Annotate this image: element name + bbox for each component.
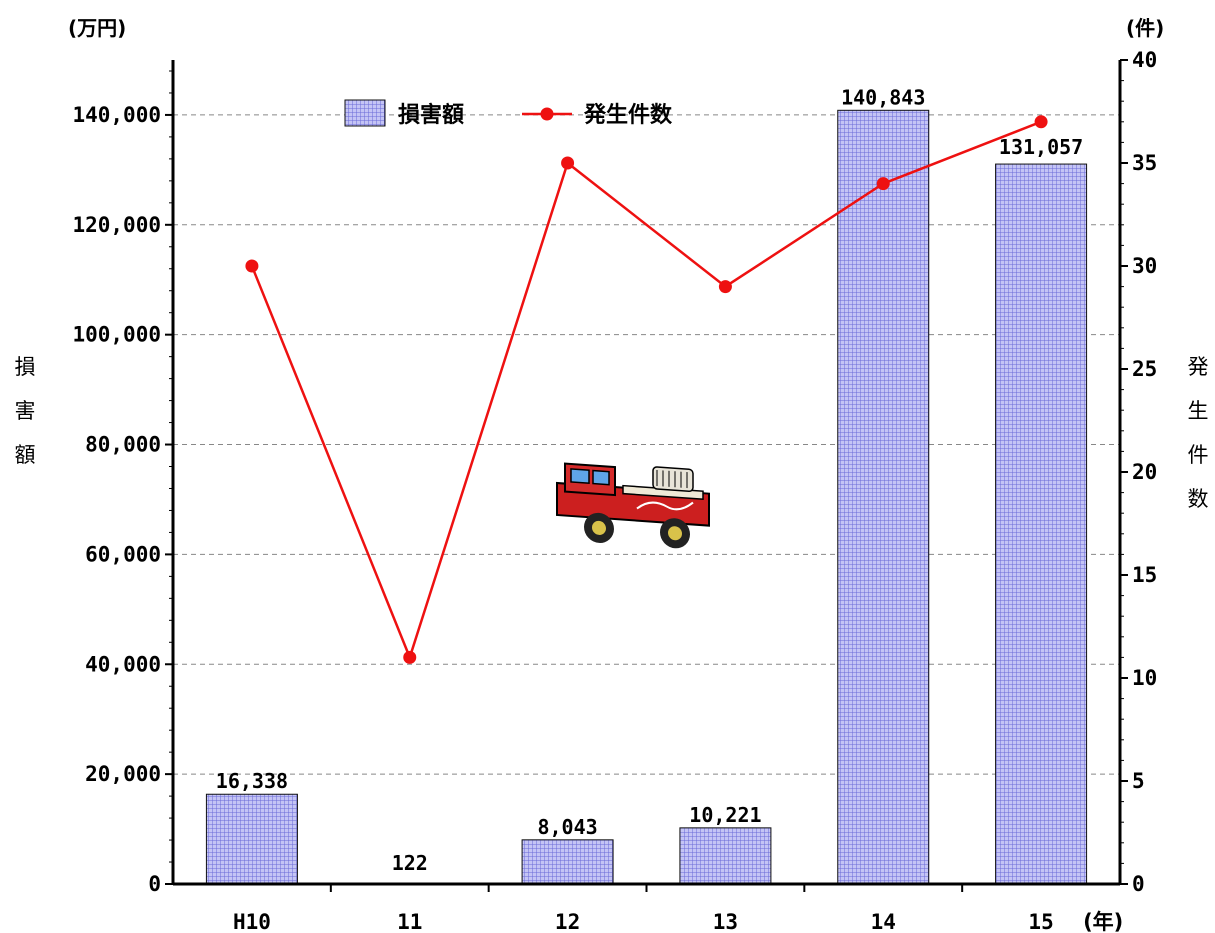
- labels: 0 20,000 40,000 60,000 80,000 100,000 120,000 1…: [72, 48, 1157, 933]
- left-axis-label: 損害額: [14, 355, 36, 467]
- x-axis-unit: (年): [1083, 910, 1123, 933]
- right-tick-label: 25: [1132, 357, 1157, 381]
- legend-bar-label: 損害額: [398, 102, 464, 128]
- legend-bar-swatch: [344, 99, 386, 127]
- x-tick-label: 14: [871, 910, 896, 933]
- left-tick-label: 20,000: [85, 762, 161, 786]
- fire-truck-icon: [556, 462, 710, 549]
- right-tick-label: 35: [1132, 151, 1157, 175]
- bar-value-label: 131,057: [999, 135, 1083, 159]
- line-series: [245, 115, 1048, 664]
- right-axis-label: 発生件数: [1187, 355, 1209, 511]
- bar: [521, 839, 614, 885]
- right-tick-label: 40: [1132, 48, 1157, 72]
- count-point: [403, 650, 417, 664]
- legend: 損害額 発生件数: [344, 99, 673, 128]
- legend-line-marker: [540, 107, 554, 121]
- legend-line-label: 発生件数: [583, 102, 673, 128]
- right-tick-label: 5: [1132, 769, 1145, 793]
- left-tick-label: 0: [148, 872, 161, 896]
- bar: [205, 793, 298, 885]
- right-tick-label: 15: [1132, 563, 1157, 587]
- left-tick-label: 100,000: [72, 323, 161, 347]
- count-point: [718, 280, 732, 294]
- left-tick-label: 60,000: [85, 542, 161, 566]
- bar-value-label: 8,043: [537, 815, 597, 839]
- count-point: [876, 177, 890, 191]
- bar-value-label: 10,221: [689, 803, 761, 827]
- count-point: [561, 156, 575, 170]
- right-tick-label: 10: [1132, 666, 1157, 690]
- axes: [165, 59, 1128, 892]
- left-tick-label: 40,000: [85, 652, 161, 676]
- count-point: [245, 259, 259, 273]
- bar: [837, 109, 930, 885]
- gridlines: [173, 114, 1120, 775]
- count-point: [1034, 115, 1048, 129]
- bar: [995, 163, 1088, 885]
- right-axis-unit: (件): [1126, 16, 1165, 40]
- bar-value-label: 16,338: [216, 769, 288, 793]
- x-tick-label: 15: [1028, 910, 1053, 933]
- x-tick-label: 11: [397, 910, 422, 933]
- x-tick-label: H10: [233, 910, 271, 933]
- x-tick-label: 13: [713, 910, 738, 933]
- bar-value-label: 140,843: [841, 85, 925, 109]
- right-tick-label: 30: [1132, 254, 1157, 278]
- left-tick-label: 80,000: [85, 433, 161, 457]
- left-axis-unit: (万円): [68, 16, 127, 40]
- x-tick-label: 12: [555, 910, 580, 933]
- right-tick-label: 0: [1132, 872, 1145, 896]
- left-tick-label: 140,000: [72, 103, 161, 127]
- bar: [679, 827, 772, 885]
- count-line: [250, 120, 1042, 662]
- left-tick-label: 120,000: [72, 213, 161, 237]
- bar-value-label: 122: [392, 851, 428, 875]
- right-tick-label: 20: [1132, 460, 1157, 484]
